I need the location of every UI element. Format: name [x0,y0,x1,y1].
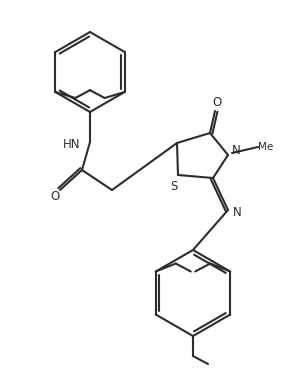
Text: HN: HN [63,138,81,151]
Text: Me: Me [258,142,274,152]
Text: O: O [212,96,222,110]
Text: N: N [232,145,240,158]
Text: N: N [233,205,241,219]
Text: S: S [170,180,178,194]
Text: O: O [50,190,60,202]
